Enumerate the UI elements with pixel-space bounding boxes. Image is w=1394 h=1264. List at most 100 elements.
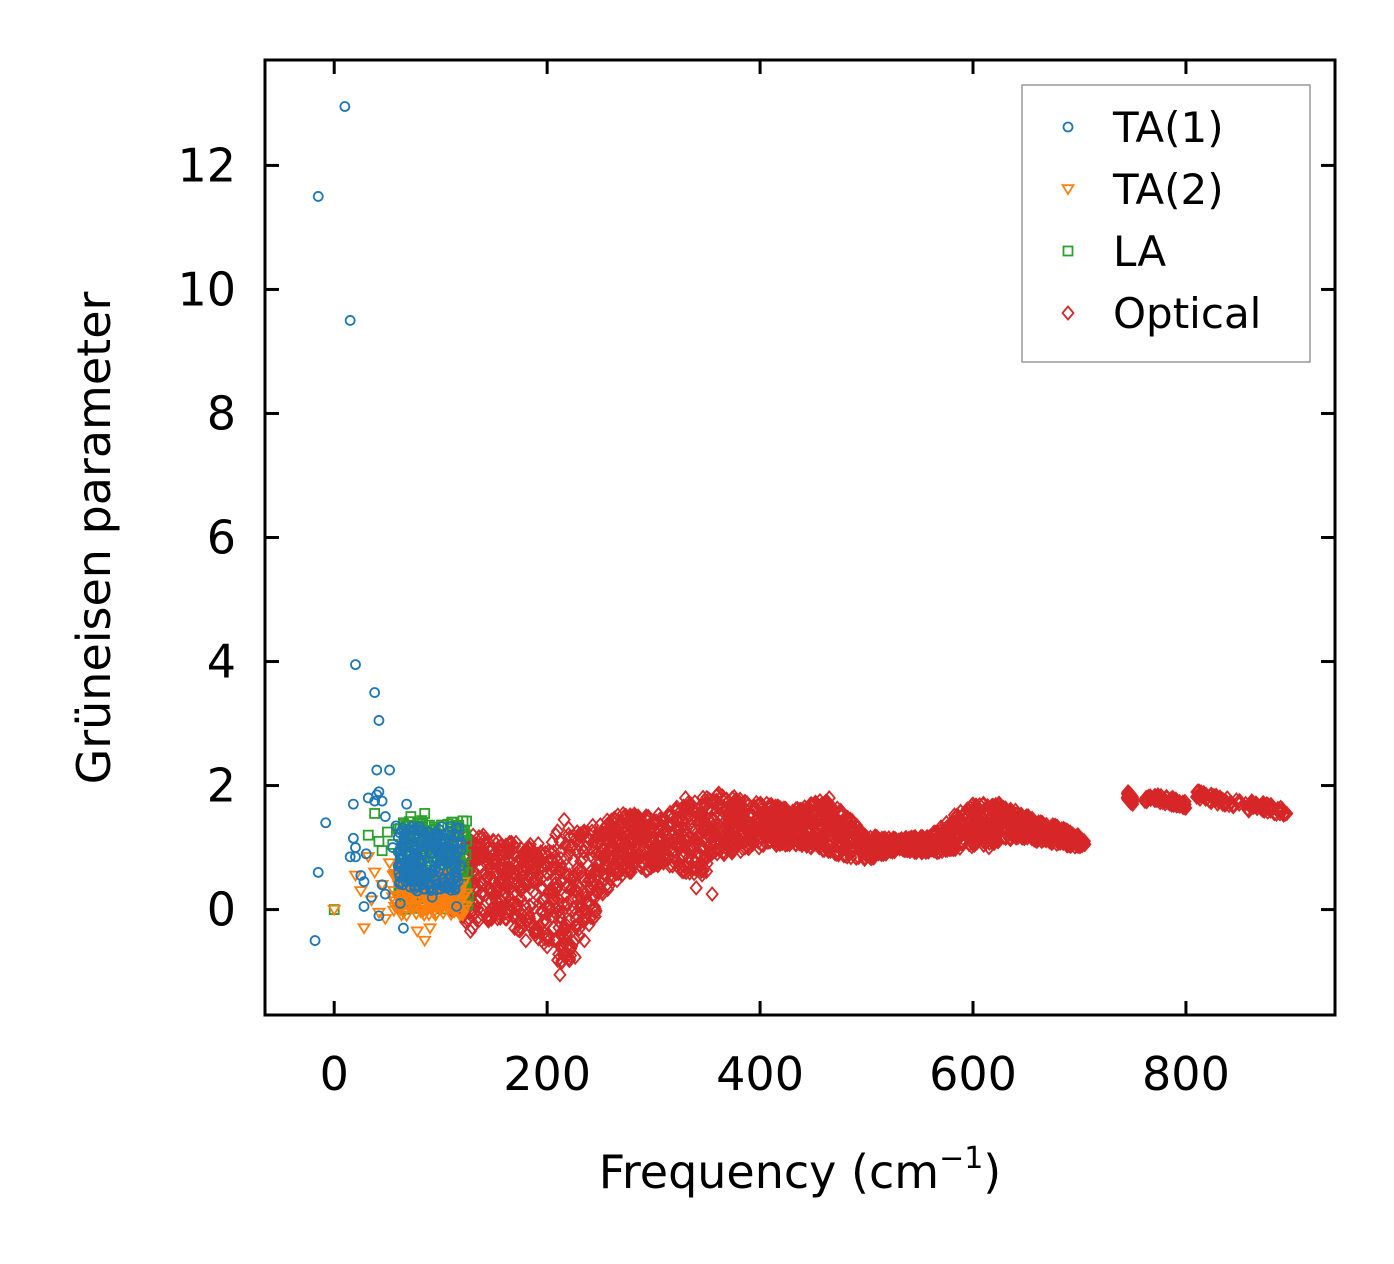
optical-marker [818, 793, 833, 810]
la-marker [362, 829, 374, 841]
optical-marker [1253, 797, 1268, 814]
optical-marker [696, 789, 710, 806]
optical-marker [597, 848, 611, 865]
ta1-marker [312, 866, 324, 878]
optical-marker [1015, 829, 1029, 846]
optical-marker [839, 835, 853, 851]
optical-marker [540, 938, 554, 955]
optical-marker [626, 830, 640, 846]
optical-marker [551, 952, 565, 969]
optical-marker [732, 836, 746, 853]
optical-marker [640, 819, 655, 836]
optical-marker [563, 869, 577, 886]
optical-marker [1052, 834, 1067, 851]
optical-marker [1139, 789, 1153, 806]
optical-marker [588, 904, 602, 921]
optical-marker [557, 929, 571, 946]
optical-marker [467, 905, 482, 922]
optical-marker [560, 895, 574, 911]
optical-marker [908, 831, 922, 848]
optical-marker [489, 863, 503, 880]
optical-marker [966, 796, 980, 813]
ta1-marker [422, 872, 434, 884]
legend-entry: TA(2) [1060, 165, 1224, 214]
optical-marker [1199, 786, 1213, 803]
la-marker [373, 835, 385, 847]
ta1-marker [373, 715, 385, 726]
optical-marker [567, 918, 582, 934]
optical-marker [1243, 795, 1257, 812]
ta2-marker [406, 901, 422, 914]
ta2-marker [413, 907, 428, 919]
optical-marker [526, 895, 540, 912]
ta2-marker [386, 886, 402, 898]
optical-marker [1209, 789, 1223, 806]
optical-marker [717, 831, 732, 848]
ta1-marker [401, 798, 413, 810]
optical-marker [982, 839, 996, 856]
optical-marker [680, 833, 694, 849]
optical-marker [502, 840, 516, 857]
ta1-marker [440, 882, 452, 894]
legend-label: LA [1113, 227, 1166, 276]
optical-marker [513, 878, 527, 894]
optical-marker [601, 881, 615, 898]
optical-marker [589, 867, 604, 884]
ta1-marker [424, 848, 436, 860]
optical-marker [617, 846, 631, 863]
optical-marker [476, 827, 490, 844]
optical-marker [562, 867, 577, 884]
ta1-marker [350, 842, 361, 853]
ta1-marker [408, 841, 420, 853]
ta2-marker [456, 904, 472, 917]
optical-marker [523, 880, 537, 896]
optical-marker [964, 811, 978, 828]
ta1-marker [358, 876, 370, 888]
y-tick-label: 2 [207, 759, 236, 813]
optical-marker [549, 933, 563, 950]
optical-marker [1041, 824, 1055, 841]
optical-marker [563, 839, 578, 855]
optical-marker [808, 835, 822, 852]
optical-marker [586, 817, 600, 834]
optical-marker [594, 844, 608, 861]
optical-marker [1019, 812, 1034, 829]
ta1-marker [394, 853, 406, 865]
ta1-marker [392, 832, 404, 843]
optical-marker [1178, 796, 1192, 813]
ta2-marker [348, 870, 363, 883]
x-tick-label: 0 [320, 1047, 349, 1101]
ta1-marker [369, 795, 381, 807]
ta1-marker [445, 863, 457, 875]
ta2-marker [444, 898, 459, 911]
optical-marker [902, 830, 916, 847]
ta2-marker [356, 923, 372, 935]
optical-marker [509, 907, 524, 924]
optical-marker [1020, 829, 1035, 846]
optical-marker [797, 808, 811, 824]
optical-marker [542, 843, 556, 859]
optical-marker [763, 833, 777, 850]
optical-marker [541, 865, 555, 882]
la-marker [442, 818, 454, 830]
ta2-marker [433, 904, 448, 917]
ta1-marker [396, 851, 408, 863]
optical-marker [560, 887, 574, 904]
optical-marker [806, 813, 821, 830]
optical-marker [660, 835, 674, 852]
optical-marker [785, 827, 799, 844]
optical-marker [696, 816, 710, 833]
optical-marker [1066, 834, 1081, 851]
x-axis-label-superscript: −1 [939, 1141, 983, 1176]
ta2-marker [428, 910, 443, 923]
ta1-marker [339, 101, 351, 112]
ta1-marker [371, 764, 383, 776]
optical-marker [494, 863, 508, 880]
ta2-marker [371, 907, 387, 920]
optical-marker [875, 830, 889, 847]
optical-marker [858, 827, 872, 844]
optical-marker [594, 838, 608, 855]
ta1-marker [451, 901, 463, 912]
ta2-marker [385, 892, 400, 904]
optical-marker [535, 904, 549, 921]
